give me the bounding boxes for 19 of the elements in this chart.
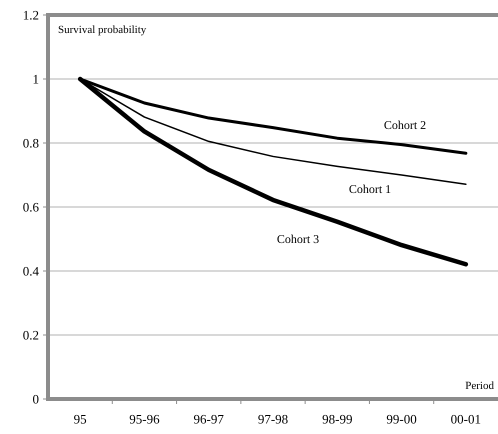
y-tick-label: 1 (32, 72, 39, 87)
y-tick-label: 1.2 (22, 8, 39, 23)
series-label: Cohort 1 (348, 182, 392, 196)
x-tick-label: 98-99 (322, 412, 352, 427)
y-tick-label: 0.4 (22, 264, 40, 279)
x-tick-label: 00-01 (450, 412, 482, 427)
x-tick-label: 99-00 (386, 412, 417, 427)
y-tick-label: 0.2 (22, 328, 39, 343)
x-tick-label: 95 (74, 412, 87, 427)
x-tick-label: 96-97 (194, 412, 224, 427)
series-label: Cohort 2 (384, 118, 426, 132)
x-tick-label: 95-96 (129, 412, 160, 427)
y-tick-label: 0.6 (22, 200, 40, 215)
y-tick-label: 0.8 (22, 136, 39, 151)
series-label: Cohort 3 (276, 232, 320, 246)
x-axis-title: Period (465, 380, 494, 392)
x-tick-label: 97-98 (258, 412, 288, 427)
y-tick-label: 0 (32, 392, 39, 407)
y-axis-title: Survival probability (58, 24, 147, 36)
